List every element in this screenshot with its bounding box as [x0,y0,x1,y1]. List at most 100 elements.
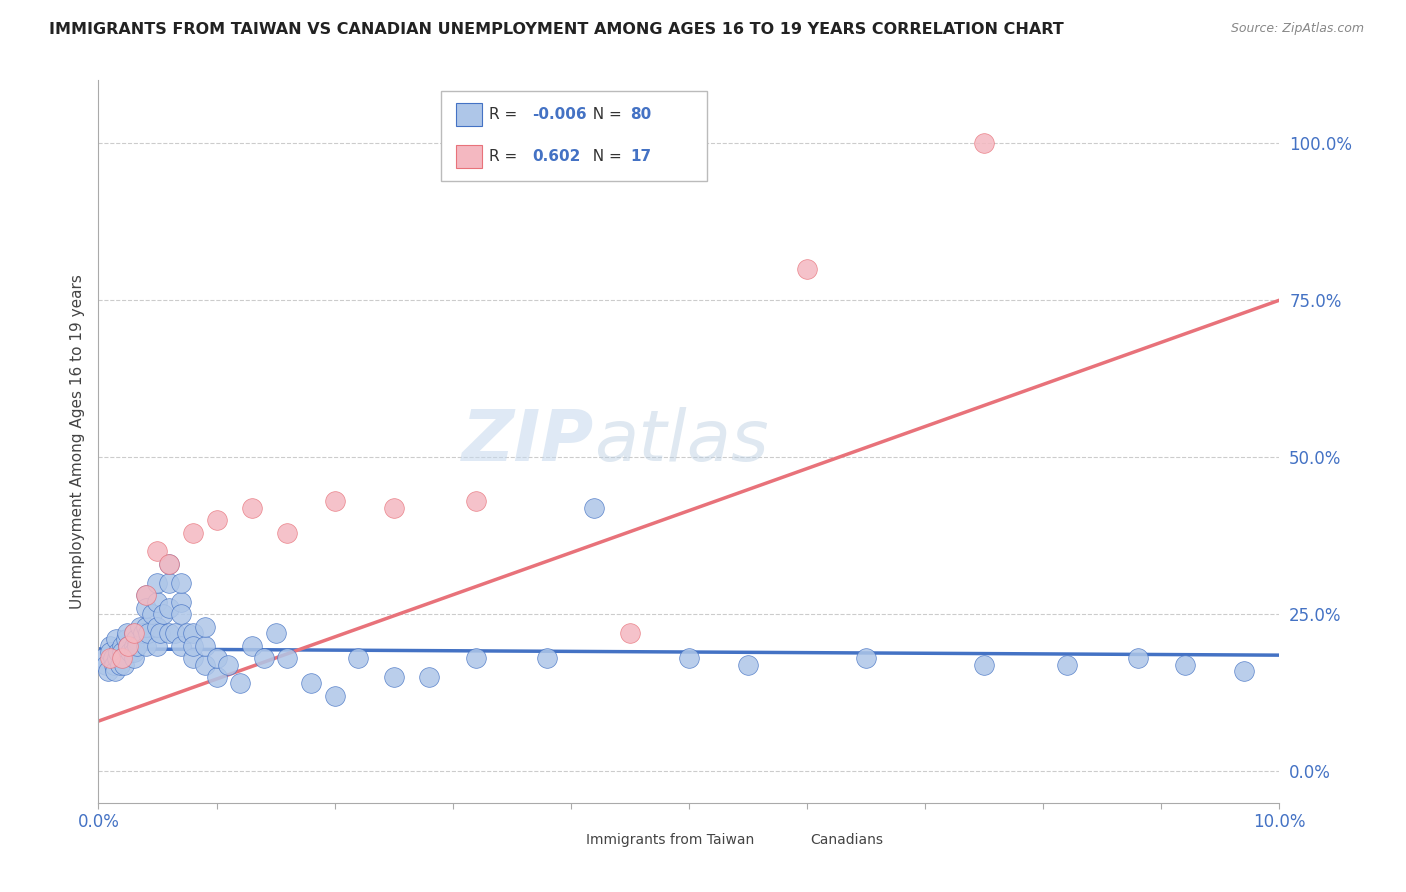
Point [678,651,700,665]
Point [170,639,193,653]
Point [146,595,169,609]
Point [135,601,157,615]
FancyBboxPatch shape [457,103,482,127]
Point [135,639,157,653]
Point [122,639,145,653]
Point [146,639,169,653]
Point [117,639,139,653]
Point [135,620,157,634]
Point [973,657,995,672]
Point [101,651,124,665]
Point [205,651,228,665]
Point [181,525,204,540]
Point [973,136,995,150]
Point [1056,657,1078,672]
Point [382,670,405,684]
Point [796,261,818,276]
Point [97,664,120,678]
Point [465,494,488,508]
Point [128,620,150,634]
Point [194,657,217,672]
Point [276,525,298,540]
Point [240,639,263,653]
Point [111,651,134,665]
Point [114,632,136,647]
Point [149,626,172,640]
Point [146,620,169,634]
Text: R =: R = [489,149,523,164]
Point [181,626,204,640]
Point [111,651,134,665]
Text: N =: N = [582,149,626,164]
Point [146,544,169,558]
Point [347,651,370,665]
Text: N =: N = [582,107,626,122]
Point [229,676,252,690]
Point [157,626,180,640]
Point [122,645,145,659]
Point [1174,657,1197,672]
Point [157,601,180,615]
Text: R =: R = [489,107,523,122]
Point [264,626,287,640]
Point [276,651,298,665]
FancyBboxPatch shape [778,831,803,850]
Point [105,632,128,647]
Point [135,589,157,603]
Point [98,639,121,653]
Point [122,626,145,640]
Point [737,657,759,672]
Text: ZIP: ZIP [463,407,595,476]
Point [127,639,149,653]
Point [170,595,193,609]
Point [122,626,145,640]
Point [132,626,155,640]
Point [465,651,488,665]
Point [194,639,217,653]
Point [141,607,163,622]
Point [253,651,276,665]
Point [170,607,193,622]
Text: IMMIGRANTS FROM TAIWAN VS CANADIAN UNEMPLOYMENT AMONG AGES 16 TO 19 YEARS CORREL: IMMIGRANTS FROM TAIWAN VS CANADIAN UNEMP… [49,22,1064,37]
Point [104,664,127,678]
Text: atlas: atlas [595,407,769,476]
Point [108,657,131,672]
Point [122,651,145,665]
Point [115,626,138,640]
Point [205,513,228,527]
Point [120,645,142,659]
Point [1126,651,1149,665]
Point [135,589,157,603]
Point [323,494,346,508]
Point [111,639,134,653]
Text: -0.006: -0.006 [531,107,586,122]
Point [382,500,405,515]
Point [217,657,239,672]
Text: 0.602: 0.602 [531,149,581,164]
Point [536,651,558,665]
Point [105,651,128,665]
Point [91,651,114,665]
Point [107,645,129,659]
Point [157,557,180,571]
Point [157,575,180,590]
Point [619,626,641,640]
Point [205,670,228,684]
Point [240,500,263,515]
Text: 80: 80 [630,107,651,122]
Point [855,651,877,665]
Point [125,632,148,647]
Point [112,657,135,672]
Point [157,557,180,571]
Point [111,645,134,659]
Point [98,645,121,659]
Point [181,639,204,653]
Point [170,575,193,590]
Point [94,657,117,672]
FancyBboxPatch shape [553,831,579,850]
FancyBboxPatch shape [457,145,482,168]
Point [323,689,346,703]
Point [194,620,217,634]
Point [117,639,139,653]
Point [152,607,174,622]
